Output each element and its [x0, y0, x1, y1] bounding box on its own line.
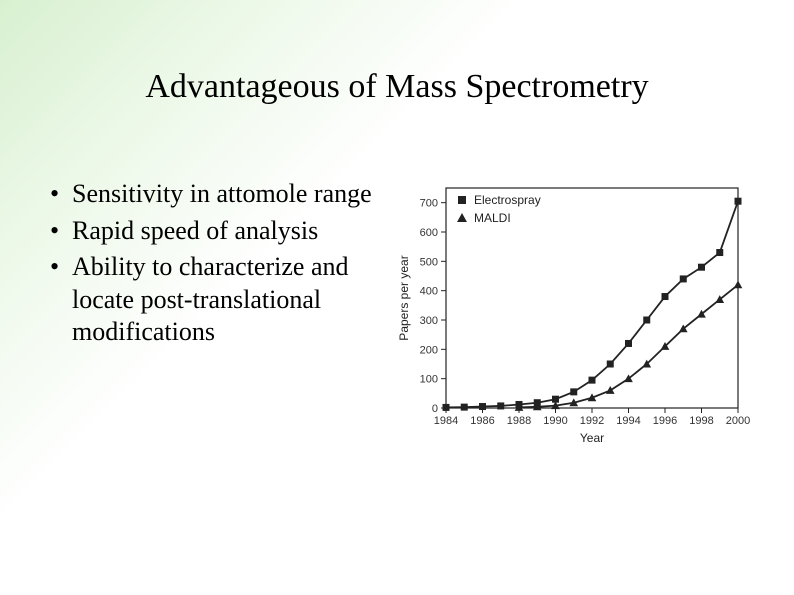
svg-text:1990: 1990	[543, 415, 567, 427]
svg-text:MALDI: MALDI	[474, 211, 511, 225]
svg-text:1998: 1998	[689, 415, 713, 427]
svg-text:400: 400	[420, 286, 438, 298]
bullet-item: Sensitivity in attomole range	[50, 178, 390, 211]
svg-text:500: 500	[420, 256, 438, 268]
chart-svg: 0 100 200 300 400 500 600 700 1984 1986 1988 1990 19…	[392, 178, 752, 448]
svg-text:1994: 1994	[616, 415, 640, 427]
svg-text:1984: 1984	[434, 415, 458, 427]
bullet-list: Sensitivity in attomole range Rapid spee…	[40, 178, 390, 448]
bullet-item: Rapid speed of analysis	[50, 215, 390, 248]
svg-text:Year: Year	[580, 431, 604, 445]
svg-text:Papers per year: Papers per year	[397, 255, 411, 340]
chart-container: 0 100 200 300 400 500 600 700 1984 1986 1988 1990 19…	[390, 178, 754, 448]
svg-text:1996: 1996	[653, 415, 677, 427]
svg-text:200: 200	[420, 344, 438, 356]
svg-text:600: 600	[420, 227, 438, 239]
bullet-item: Ability to characterize and locate post-…	[50, 251, 390, 349]
svg-text:700: 700	[420, 198, 438, 210]
svg-text:300: 300	[420, 315, 438, 327]
svg-text:1992: 1992	[580, 415, 604, 427]
svg-text:Electrospray: Electrospray	[474, 193, 541, 207]
svg-text:2000: 2000	[726, 415, 750, 427]
papers-per-year-chart: 0 100 200 300 400 500 600 700 1984 1986 1988 1990 19…	[392, 178, 752, 448]
svg-text:0: 0	[432, 403, 438, 415]
slide-title: Advantageous of Mass Spectrometry	[0, 0, 794, 106]
svg-text:1988: 1988	[507, 415, 531, 427]
slide: Advantageous of Mass Spectrometry Sensit…	[0, 0, 794, 595]
body-row: Sensitivity in attomole range Rapid spee…	[0, 178, 794, 448]
svg-text:1986: 1986	[470, 415, 494, 427]
svg-text:100: 100	[420, 374, 438, 386]
